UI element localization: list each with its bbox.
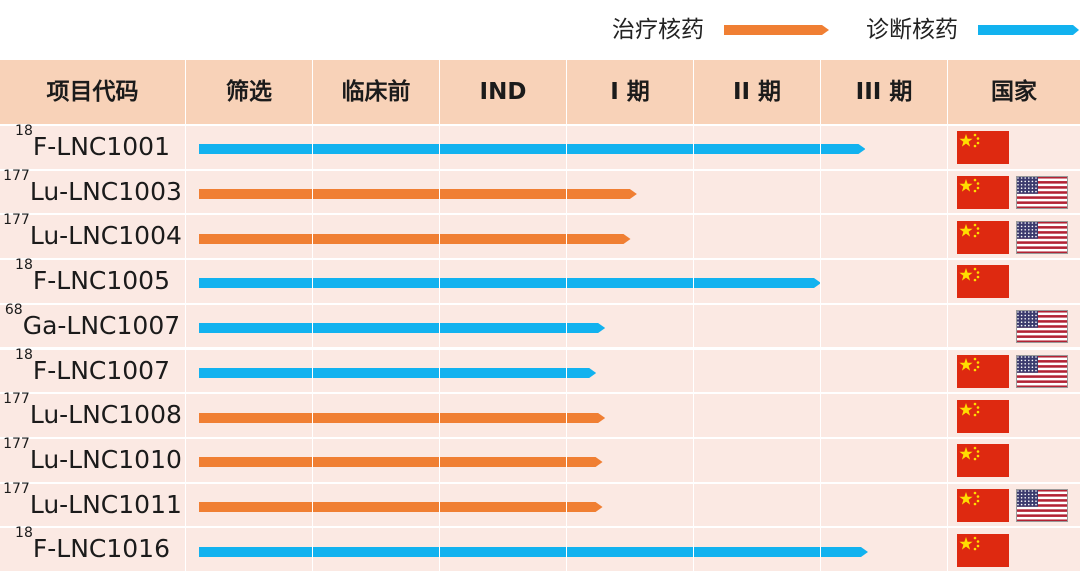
china-flag-icon	[957, 444, 1009, 481]
isotope-mass-number: 18	[15, 525, 33, 542]
table-row: 177Lu-LNC1008	[0, 392, 1080, 437]
project-code: 68Ga-LNC1007	[0, 301, 185, 348]
china-flag-icon	[957, 265, 1009, 302]
legend-diagnostic-swatch	[978, 25, 1079, 35]
usa-flag-icon	[1016, 310, 1068, 347]
progress-bar-therapeutic	[199, 457, 603, 468]
column-divider	[312, 60, 313, 571]
china-flag-icon	[957, 488, 1009, 526]
isotope-mass-number: 177	[3, 391, 30, 408]
project-name: F-LNC1005	[32, 266, 170, 296]
table-header: 项目代码 筛选 临床前 IND I 期 II 期 III 期 国家	[0, 60, 1080, 124]
project-code: 177Lu-LNC1010	[0, 435, 185, 482]
isotope-mass-number: 177	[3, 167, 30, 184]
progress-bar-diagnostic	[199, 546, 868, 557]
table-row: 18F-LNC1007	[0, 346, 1080, 393]
table-row: 18F-LNC1005	[0, 258, 1080, 303]
project-code: 18F-LNC1005	[0, 257, 185, 303]
isotope-mass-number: 18	[15, 346, 33, 363]
project-name: F-LNC1001	[32, 132, 170, 161]
header-code: 项目代码	[46, 79, 139, 105]
column-divider	[693, 60, 694, 571]
header-phase3: III 期	[855, 79, 913, 105]
table-row: 177Lu-LNC1011	[0, 480, 1080, 527]
progress-bar-diagnostic	[199, 367, 597, 378]
project-name: Lu-LNC1010	[29, 444, 182, 474]
table-row: 18F-LNC1016	[0, 526, 1080, 571]
progress-bar-therapeutic	[199, 501, 603, 512]
isotope-mass-number: 177	[3, 212, 30, 229]
project-name: F-LNC1007	[32, 355, 170, 385]
usa-flag-icon	[1016, 176, 1068, 213]
column-divider	[439, 60, 440, 571]
header-country: 国家	[991, 79, 1037, 105]
column-divider	[185, 60, 186, 571]
column-divider	[947, 60, 948, 571]
isotope-mass-number: 177	[3, 435, 30, 452]
header-ind: IND	[479, 79, 527, 105]
progress-bar-therapeutic	[199, 189, 637, 200]
legend-therapeutic-swatch	[724, 25, 829, 35]
project-name: Lu-LNC1008	[29, 400, 182, 430]
progress-bar-diagnostic	[199, 278, 821, 289]
table-row: 68Ga-LNC1007	[0, 301, 1080, 348]
isotope-mass-number: 18	[15, 123, 33, 139]
header-screening: 筛选	[226, 79, 272, 105]
china-flag-icon	[957, 131, 1009, 168]
legend-therapeutic-label: 治疗核药	[612, 17, 704, 43]
progress-bar-diagnostic	[199, 323, 606, 334]
project-code: 177Lu-LNC1011	[0, 480, 185, 527]
usa-flag-icon	[1016, 354, 1068, 392]
project-name: Lu-LNC1004	[29, 221, 182, 251]
project-name: F-LNC1016	[32, 534, 170, 564]
project-code: 177Lu-LNC1003	[0, 167, 185, 214]
progress-bar-therapeutic	[199, 412, 606, 423]
project-code: 18F-LNC1007	[0, 346, 185, 393]
table-row: 177Lu-LNC1003	[0, 167, 1080, 214]
project-code: 177Lu-LNC1004	[0, 212, 185, 258]
china-flag-icon	[957, 354, 1009, 392]
project-name: Ga-LNC1007	[22, 310, 181, 340]
column-divider	[566, 60, 567, 571]
project-code: 18F-LNC1001	[0, 123, 185, 169]
header-preclinical: 临床前	[341, 79, 411, 105]
project-code: 18F-LNC1016	[0, 525, 185, 571]
progress-bar-diagnostic	[199, 144, 866, 155]
usa-flag-icon	[1016, 220, 1068, 258]
column-divider	[820, 60, 821, 571]
china-flag-icon	[957, 220, 1009, 258]
usa-flag-icon	[1016, 488, 1068, 526]
project-name: Lu-LNC1011	[29, 489, 182, 519]
project-name: Lu-LNC1003	[29, 176, 182, 206]
table-row: 177Lu-LNC1010	[0, 435, 1080, 482]
header-phase2: II 期	[732, 79, 782, 105]
table-row: 177Lu-LNC1004	[0, 212, 1080, 259]
progress-bar-therapeutic	[199, 233, 631, 244]
legend: 治疗核药 诊断核药	[0, 0, 1080, 60]
header-phase1: I 期	[610, 79, 650, 105]
china-flag-icon	[957, 176, 1009, 213]
isotope-mass-number: 68	[4, 301, 23, 318]
china-flag-icon	[957, 399, 1009, 437]
legend-diagnostic-label: 诊断核药	[866, 17, 958, 43]
isotope-mass-number: 177	[3, 480, 30, 497]
china-flag-icon	[957, 533, 1009, 571]
table-row: 18F-LNC1001	[0, 124, 1080, 169]
isotope-mass-number: 18	[15, 257, 33, 274]
project-code: 177Lu-LNC1008	[0, 391, 185, 437]
